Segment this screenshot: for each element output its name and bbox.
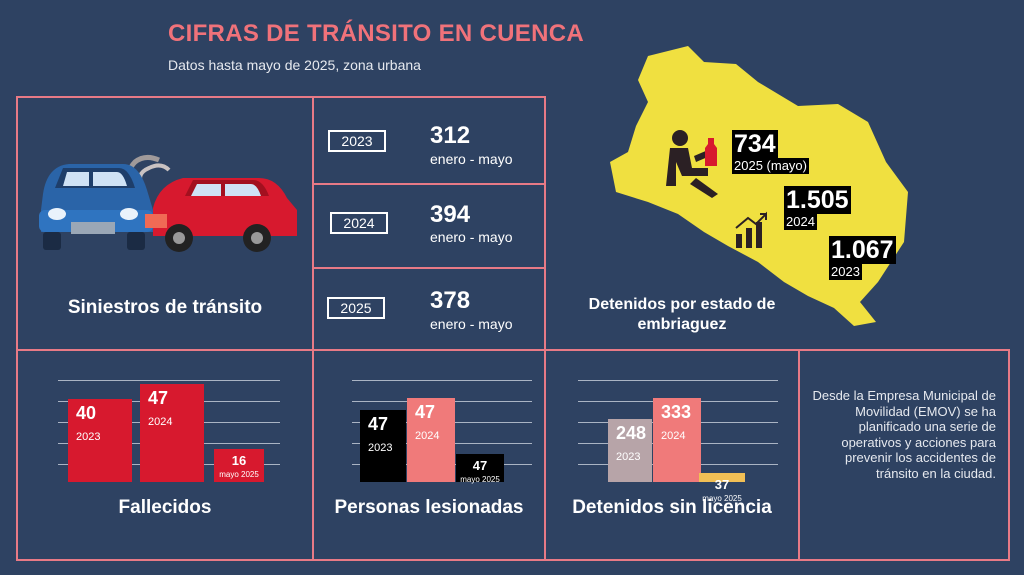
embriaguez-value-2025: 734: [732, 130, 778, 158]
bar-mayo-2025: 47 mayo 2025: [456, 454, 504, 484]
page-title: CIFRAS DE TRÁNSITO EN CUENCA: [168, 20, 584, 47]
car-crash-icon: [39, 154, 297, 252]
info-text: Desde la Empresa Municipal de Movilidad …: [812, 388, 996, 481]
bar-value: 16: [231, 452, 247, 468]
bar-mayo-2025: 37 mayo 2025: [699, 472, 745, 503]
siniestros-label: Siniestros de tránsito: [67, 297, 263, 318]
year-box-2023: 2023: [328, 130, 386, 152]
chart-lesionados: 47 2023 47 2024 47 mayo 2025: [352, 374, 532, 484]
siniestros-value-2023: 312: [430, 122, 471, 149]
bar-label: mayo 2025: [702, 493, 742, 503]
bar-label: 2024: [661, 430, 686, 442]
year-box-2025: 2025: [327, 297, 385, 319]
bar-label: 2023: [616, 451, 641, 464]
bar-2023: 40 2023: [68, 398, 132, 482]
gridline: [352, 380, 532, 381]
embriaguez-value-2023: 1.067: [829, 236, 896, 264]
frame-line-row1: [312, 183, 545, 185]
frame-line-v1: [312, 96, 314, 561]
chart-title-sin-licencia: Detenidos sin licencia: [572, 497, 772, 518]
frame-line-v2: [544, 96, 546, 561]
page-subtitle: Datos hasta mayo de 2025, zona urbana: [168, 57, 421, 73]
bar-2024: 47 2024: [407, 398, 455, 482]
embriaguez-label-2023: 2023: [829, 264, 862, 280]
bar-label: 2023: [76, 430, 101, 443]
bar-value: 333: [661, 402, 692, 422]
embriaguez-label-2024: 2024: [784, 214, 817, 230]
chart-fallecidos: 40 2023 47 2024 16 mayo 2025: [58, 374, 280, 484]
embriaguez-label: Detenidos por estado de embriaguez: [588, 296, 776, 333]
bar-value: 47: [148, 388, 169, 408]
year-box-2024: 2024: [330, 212, 388, 234]
bar-2024: 47 2024: [140, 384, 204, 482]
siniestros-period-2023: enero - mayo: [430, 151, 513, 167]
frame-line-middle: [16, 349, 1010, 351]
bar-value: 47: [415, 402, 436, 422]
bar-value: 47: [472, 458, 488, 473]
bar-value: 248: [616, 423, 647, 444]
bar-value: 37: [714, 476, 730, 492]
embriaguez-value-2024: 1.505: [784, 186, 851, 214]
siniestros-period-2025: enero - mayo: [430, 316, 513, 332]
chart-sin-licencia: 248 2023 333 2024 37 mayo 2025: [578, 374, 778, 503]
frame-line-row2: [312, 267, 545, 269]
bar-label: mayo 2025: [219, 469, 259, 479]
siniestros-value-2025: 378: [430, 287, 471, 314]
gridline: [578, 380, 778, 381]
frame-line-bottom: [16, 559, 1010, 561]
bar-value: 47: [368, 414, 389, 434]
bar-label: 2024: [415, 430, 440, 442]
frame-line-top: [16, 96, 545, 98]
bar-label: mayo 2025: [460, 475, 500, 484]
frame-line-left: [16, 96, 18, 561]
bar-2023: 248 2023: [608, 419, 652, 482]
bar-2023: 47 2023: [360, 410, 406, 482]
bar-2024: 333 2024: [653, 398, 701, 482]
siniestros-value-2024: 394: [430, 201, 471, 228]
chart-title-lesionados: Personas lesionadas: [334, 497, 524, 518]
chart-title-fallecidos: Fallecidos: [118, 497, 212, 518]
bar-mayo-2025: 16 mayo 2025: [214, 448, 264, 482]
bar-value: 40: [76, 402, 97, 423]
siniestros-period-2024: enero - mayo: [430, 229, 513, 245]
gridline: [58, 380, 280, 381]
bar-label: 2023: [368, 442, 393, 454]
bar-label: 2024: [148, 416, 173, 428]
frame-line-v3: [798, 349, 800, 561]
cuenca-map-icon: [610, 46, 908, 326]
frame-line-right: [1008, 349, 1010, 561]
embriaguez-label-2025: 2025 (mayo): [732, 158, 809, 174]
